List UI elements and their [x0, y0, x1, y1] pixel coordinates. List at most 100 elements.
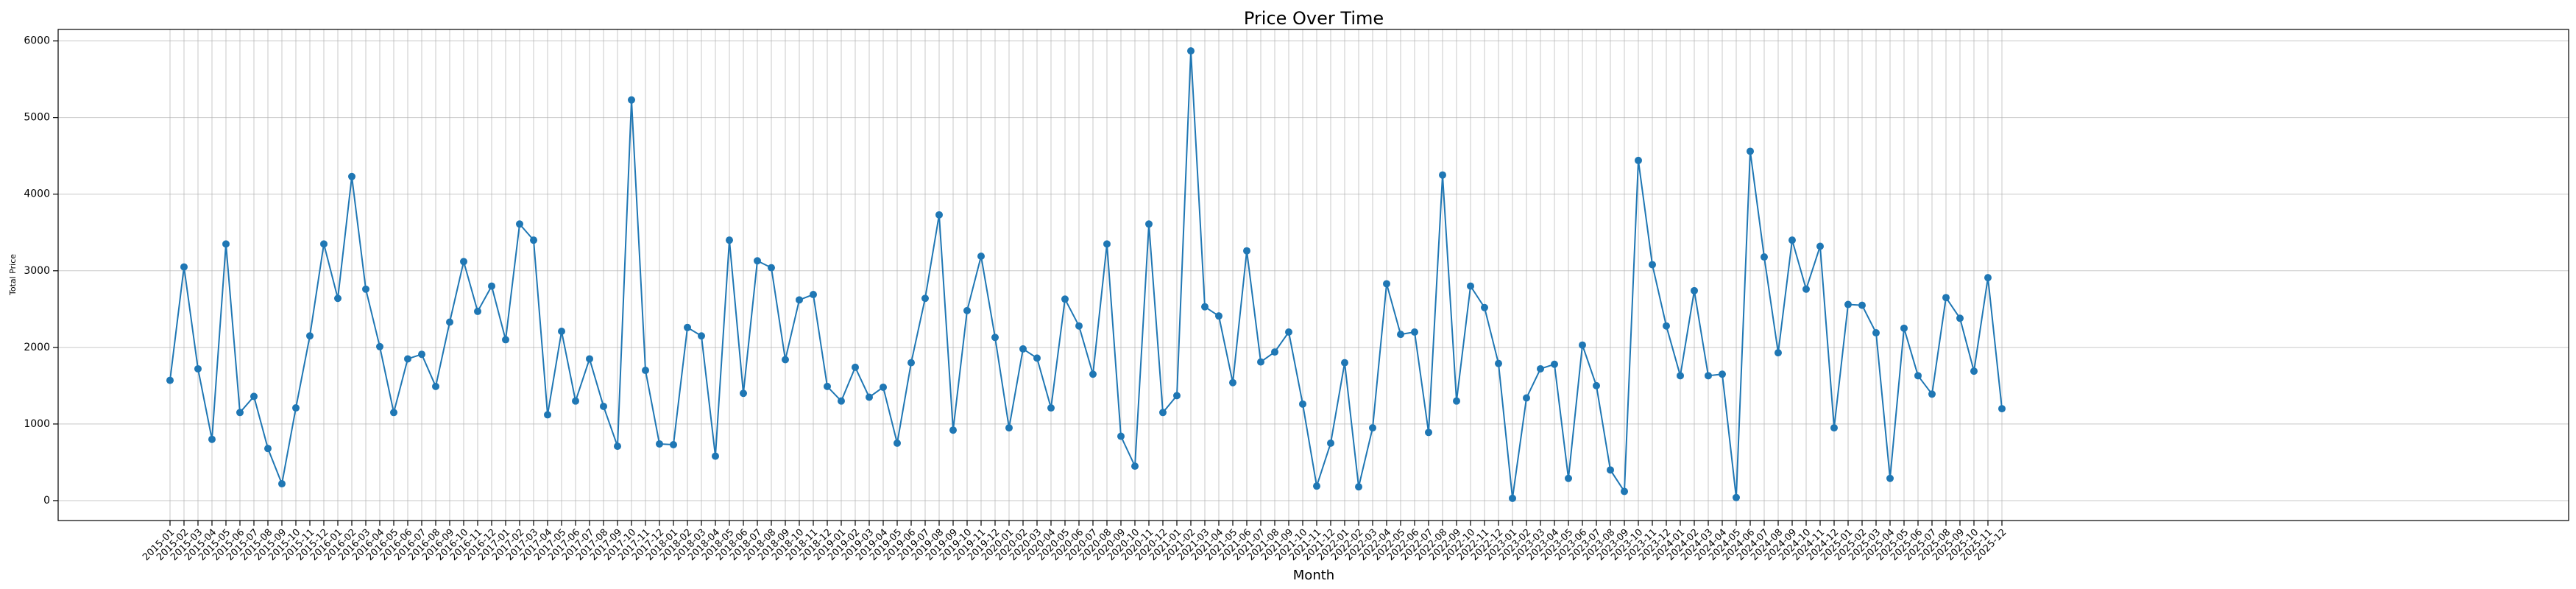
point [1551, 360, 1558, 368]
point [1705, 372, 1712, 380]
point [1075, 322, 1083, 330]
point [670, 440, 677, 448]
point [292, 404, 300, 412]
point [1201, 303, 1209, 311]
point [628, 96, 635, 104]
point [1369, 424, 1376, 432]
point [460, 258, 467, 266]
point [852, 363, 859, 371]
point [1509, 494, 1516, 502]
point [1131, 462, 1139, 470]
point [1383, 280, 1390, 288]
point [1439, 171, 1446, 179]
point [810, 291, 817, 299]
point [194, 364, 202, 373]
point [1453, 397, 1460, 405]
point [1970, 367, 1978, 375]
point [1998, 405, 2006, 413]
point [1761, 253, 1768, 261]
point [1033, 354, 1041, 362]
point [1411, 328, 1418, 336]
point [1537, 364, 1544, 373]
point [963, 306, 971, 314]
point [586, 355, 593, 363]
point [278, 480, 286, 488]
point [166, 376, 174, 384]
point [208, 435, 216, 443]
point [558, 327, 565, 335]
point [1271, 348, 1278, 356]
point [1677, 372, 1684, 380]
point [1397, 331, 1404, 339]
point [894, 439, 901, 447]
y-tick-label: 1000 [24, 418, 50, 430]
point [991, 334, 999, 342]
point [614, 442, 621, 451]
point [1900, 324, 1908, 332]
point [362, 285, 369, 293]
point [1942, 294, 1950, 302]
point [754, 257, 761, 265]
point [907, 359, 915, 367]
point [1481, 303, 1488, 311]
point [838, 397, 845, 405]
point [1341, 359, 1348, 367]
point [921, 294, 929, 303]
point [740, 389, 747, 398]
point [1285, 328, 1292, 336]
point [530, 236, 537, 244]
point [796, 296, 803, 304]
point [1327, 439, 1334, 447]
point [1830, 424, 1838, 432]
point [222, 240, 230, 248]
point [264, 445, 272, 453]
point [488, 282, 495, 290]
point [404, 355, 411, 363]
point [935, 211, 943, 219]
point [782, 356, 789, 364]
point [250, 392, 258, 401]
point [1747, 147, 1754, 155]
point [390, 409, 397, 417]
point [1523, 394, 1530, 402]
y-tick-label: 6000 [24, 35, 50, 47]
point [600, 402, 607, 410]
point [1061, 295, 1069, 303]
point [1691, 286, 1698, 294]
point [572, 397, 579, 405]
plot-frame [57, 29, 2569, 521]
point [432, 382, 439, 390]
point [768, 264, 775, 272]
point [1187, 47, 1195, 55]
point [1005, 424, 1013, 432]
point [1593, 381, 1600, 389]
point [1774, 349, 1782, 357]
y-axis-label: Total Price [8, 254, 18, 296]
point [516, 220, 523, 228]
point [180, 263, 188, 271]
point [1733, 493, 1740, 501]
y-tick-label: 3000 [24, 265, 50, 277]
point [376, 342, 383, 350]
x-axis-label: Month [1293, 568, 1334, 583]
point [642, 367, 649, 375]
point [1565, 474, 1572, 482]
point [1159, 409, 1167, 417]
point [320, 240, 328, 248]
point [1886, 474, 1894, 482]
y-tick-label: 0 [43, 495, 50, 507]
point [236, 409, 244, 417]
point [1229, 378, 1236, 387]
point [1858, 301, 1866, 309]
y-tick-label: 4000 [24, 188, 50, 200]
chart-title: Price Over Time [1244, 8, 1384, 29]
point [866, 393, 873, 401]
point [1103, 240, 1111, 248]
point [824, 382, 831, 390]
y-tick-label: 2000 [24, 342, 50, 353]
point [1788, 236, 1796, 244]
point [698, 332, 705, 340]
point [1243, 247, 1250, 255]
